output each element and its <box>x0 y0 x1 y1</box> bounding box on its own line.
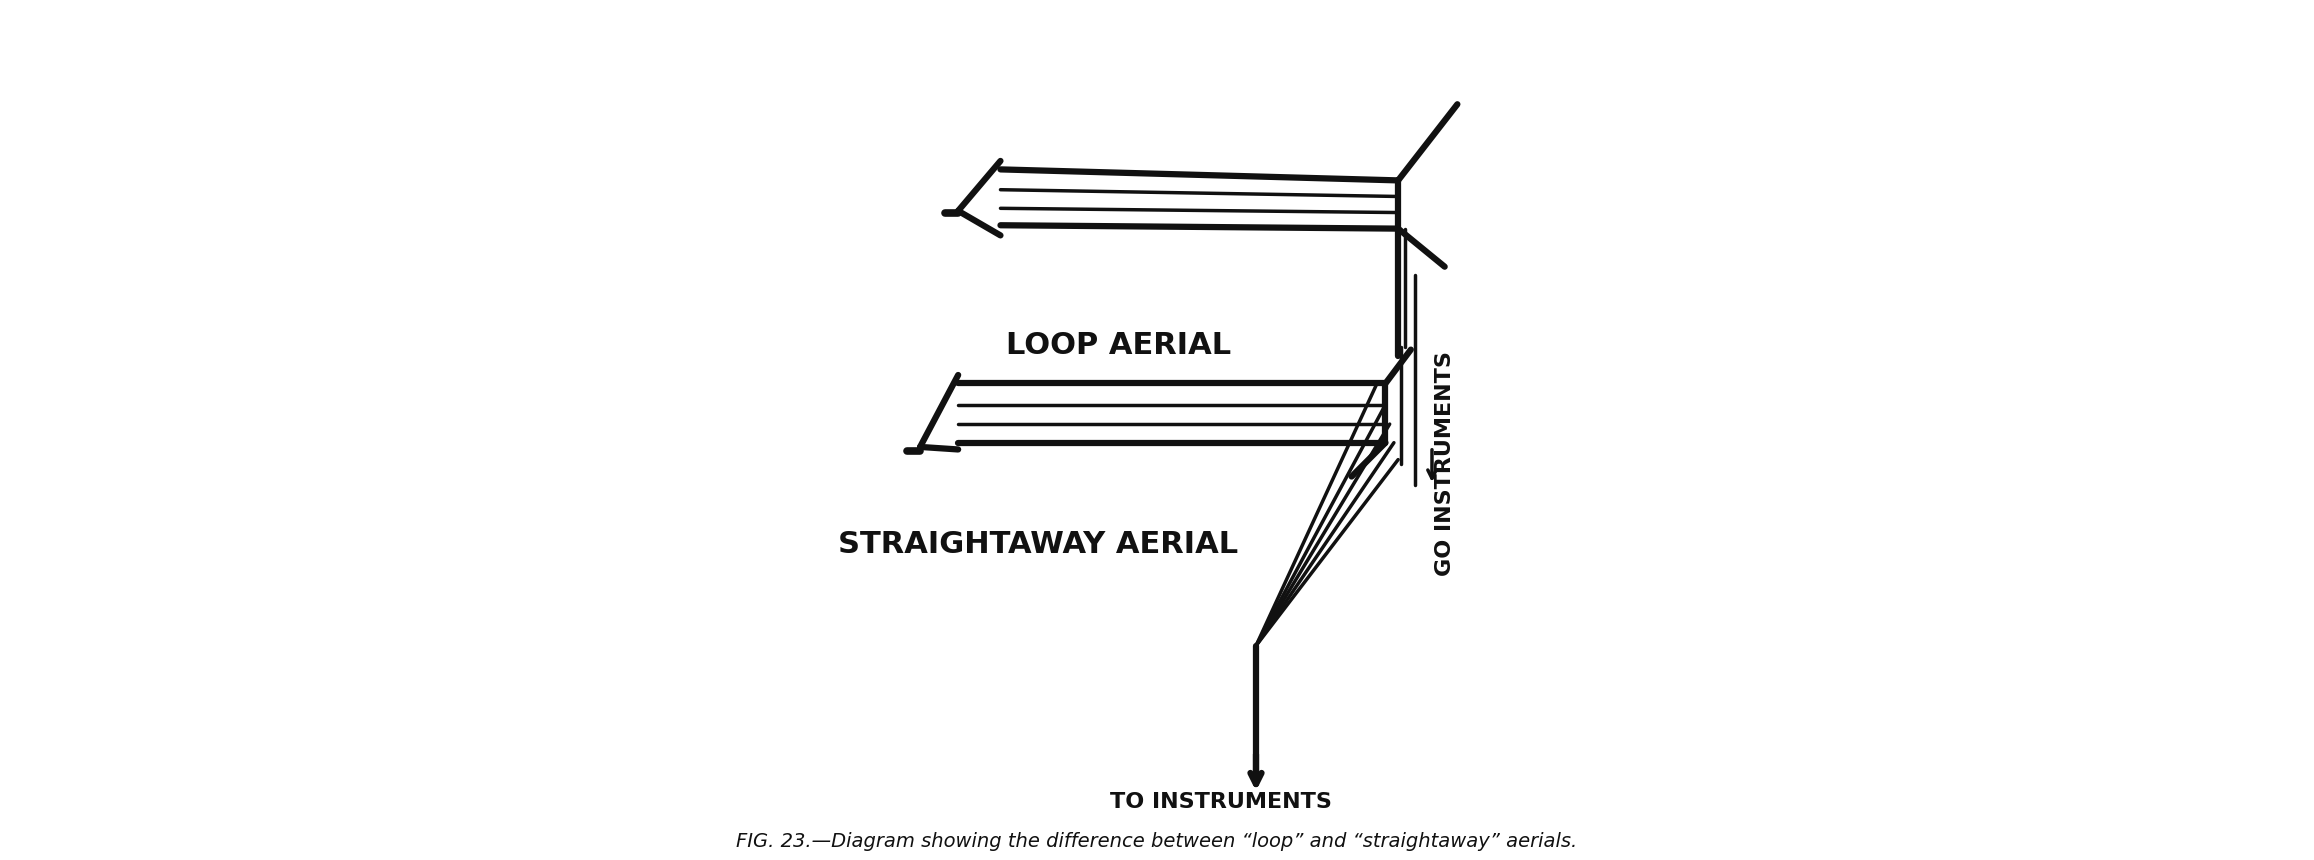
Text: FIG. 23.—Diagram showing the difference between “loop” and “straightaway” aerial: FIG. 23.—Diagram showing the difference … <box>736 832 1578 851</box>
Text: STRAIGHTAWAY AERIAL: STRAIGHTAWAY AERIAL <box>838 530 1238 559</box>
Text: GO INSTRUMENTS: GO INSTRUMENTS <box>1435 352 1456 576</box>
Text: LOOP AERIAL: LOOP AERIAL <box>1007 331 1231 359</box>
Text: TO INSTRUMENTS: TO INSTRUMENTS <box>1108 792 1331 813</box>
